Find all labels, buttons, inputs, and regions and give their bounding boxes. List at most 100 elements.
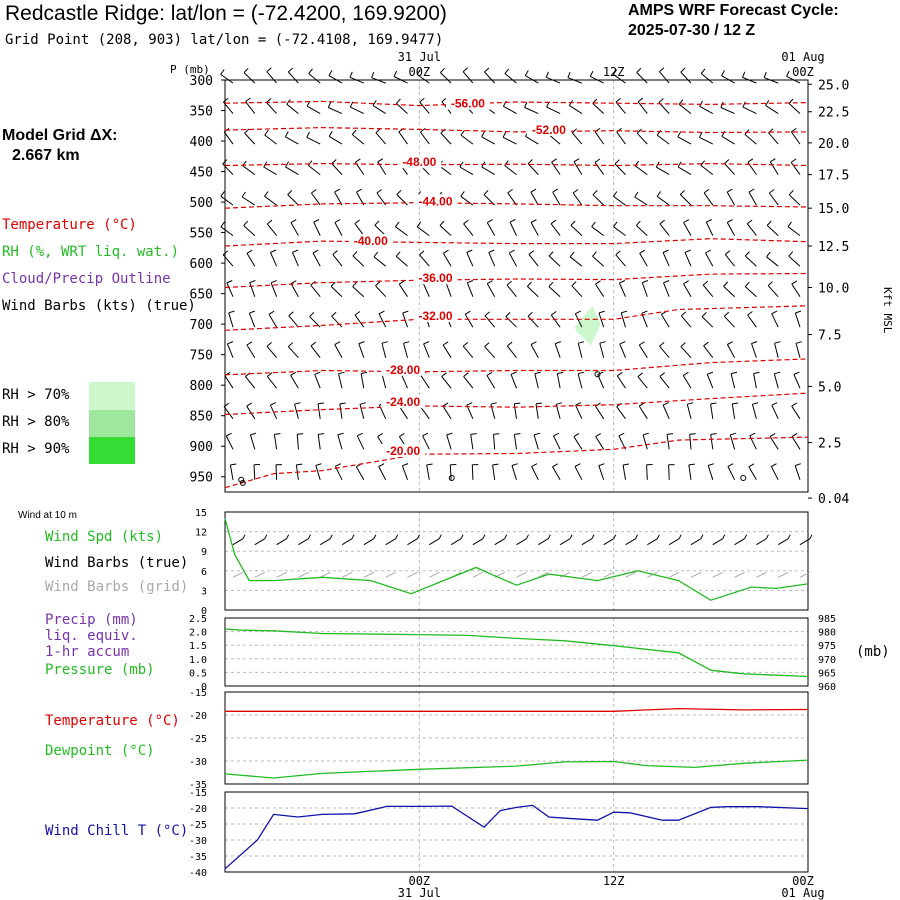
- wind-barb-shaft: [571, 132, 583, 145]
- height-tick-label: 5.0: [818, 380, 841, 395]
- wind-barb-flag: [270, 402, 277, 406]
- windchill-tick-label: -40: [189, 868, 207, 879]
- wind-barb-shaft: [275, 464, 278, 480]
- wind-barb-flag: [637, 97, 644, 103]
- wind-barb-flag: [752, 402, 759, 405]
- wind-barb-flag: [680, 342, 686, 347]
- wind-barb-flag: [506, 341, 513, 347]
- wind-barb-shaft: [554, 343, 561, 358]
- isotherm-label-bg: [445, 96, 490, 110]
- isotherm-label: -20.00: [386, 444, 420, 458]
- wind-barb-shaft: [710, 434, 714, 450]
- wind-barb-shaft: [423, 343, 430, 358]
- wind-barb-shaft: [459, 166, 474, 176]
- wind-barb-flag: [286, 99, 291, 105]
- wind-barb-shaft: [356, 435, 365, 450]
- pressure-tick-label: 450: [190, 166, 213, 181]
- wind-barb-flag: [656, 191, 662, 197]
- wind-barb-flag: [331, 159, 337, 164]
- wind-barb-shaft: [471, 464, 474, 480]
- wind-barb-shaft: [339, 403, 343, 419]
- cloud-marker: [238, 476, 245, 483]
- wind-barb-true: [407, 538, 418, 546]
- wind-barb-shaft: [764, 77, 779, 84]
- pressure-tick-label: 350: [190, 105, 213, 120]
- wind-barb-shaft: [481, 166, 495, 176]
- wind-barb-shaft: [574, 313, 583, 328]
- wind-barb-flag: [766, 220, 772, 226]
- wind-barb-grid: [603, 571, 614, 578]
- wind-barb-flag: [462, 342, 469, 347]
- wind-barb-shaft: [416, 226, 430, 237]
- wind-barb-shaft: [546, 76, 561, 84]
- wind-barb-flag: [701, 312, 707, 317]
- wind-barb-flag: [710, 433, 717, 435]
- wind-barb-shaft: [726, 191, 736, 206]
- wind-barb-shaft: [794, 465, 801, 480]
- wind-barb-shaft: [570, 225, 583, 236]
- wind-barb-shaft: [246, 405, 256, 420]
- wind-barb-shaft: [795, 343, 801, 358]
- wind-barb-shaft: [510, 374, 517, 389]
- wind-barb-flag: [446, 432, 453, 436]
- wind-barb-shaft: [525, 135, 539, 145]
- wind-barb-flag: [666, 433, 674, 435]
- wind-barb-shaft: [263, 166, 277, 176]
- wind-barb-flag: [598, 463, 605, 467]
- wind-barb-flag: [373, 251, 379, 258]
- wind-barb-shaft: [599, 343, 605, 358]
- wind-barb-true-flag: [417, 534, 420, 539]
- wind-barb-flag: [484, 67, 490, 73]
- wind-barb-true-flag: [242, 534, 246, 539]
- wind-barb-shaft: [351, 134, 365, 145]
- wind-barb-flag: [374, 220, 380, 226]
- wind-barb-shaft: [354, 314, 365, 328]
- pressure-tick-label: 550: [190, 227, 213, 242]
- wind-barb-shaft: [550, 314, 561, 328]
- wind-barb-shaft: [504, 165, 517, 175]
- cloud-marker: [448, 474, 455, 481]
- wind-barb-flag: [484, 311, 490, 317]
- isotherm-label: -44.00: [419, 194, 453, 208]
- wind-barb-flag: [663, 280, 670, 284]
- forecast-cycle-label: AMPS WRF Forecast Cycle:: [628, 2, 839, 19]
- wind-tick-label: 12: [195, 528, 207, 539]
- wind-barb-shaft: [398, 131, 408, 145]
- wind-barb-shaft: [553, 435, 561, 450]
- wind-barb-flag: [689, 433, 696, 435]
- wind-barb-flag: [354, 311, 361, 316]
- wind-barb-flag: [723, 281, 729, 287]
- legend-rh: RH (%, WRT liq. wat.): [2, 244, 180, 260]
- wind-barb-shaft: [245, 101, 256, 114]
- height-tick-label: 0.04: [818, 492, 849, 507]
- wind-barb-flag: [530, 219, 537, 223]
- wind-barb-flag: [312, 249, 319, 254]
- wind-barb-shaft: [470, 434, 474, 450]
- wind-barb-shaft: [246, 253, 256, 267]
- wind-barb-flag: [550, 219, 557, 225]
- wind-barb-shaft: [636, 72, 648, 84]
- temp-tick-label: -25: [189, 734, 207, 745]
- wind-barb-flag: [677, 131, 682, 138]
- wind-barb-flag: [635, 220, 641, 226]
- wind-barb-shaft: [396, 103, 408, 114]
- wind-barb-flag: [220, 69, 225, 75]
- wind-barb-shaft: [381, 373, 387, 389]
- wind-barb-flag: [223, 97, 229, 103]
- wind-barb-shaft: [699, 105, 714, 115]
- temp-panel-frame: [224, 691, 809, 785]
- wind-barb-shaft: [721, 135, 735, 145]
- wind-barb-flag: [615, 97, 621, 103]
- wind-barb-shaft: [352, 286, 365, 298]
- wind-barb-shaft: [679, 194, 692, 206]
- wind-barb-true-flag: [678, 534, 682, 539]
- wind-barb-true-flag: [809, 534, 813, 539]
- wind-barb-shaft: [534, 373, 539, 389]
- wind-barb-shaft: [680, 71, 692, 84]
- wind-barb-flag: [426, 463, 433, 466]
- wind-barb-true-flag: [547, 534, 551, 539]
- top-date-label: 01 Aug: [781, 50, 824, 64]
- wind-barb-flag: [591, 221, 596, 227]
- wind-barb-shaft: [616, 131, 626, 145]
- wind-barb-shaft: [616, 406, 626, 420]
